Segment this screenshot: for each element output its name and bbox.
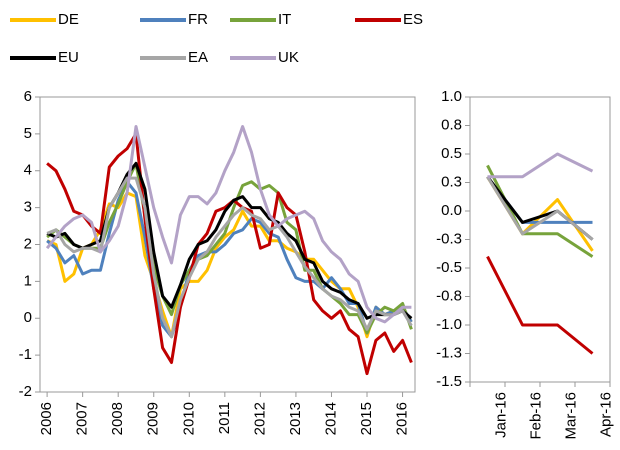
x-tick-label: 2010 [180,402,197,435]
y-tick-label: 0 [24,309,32,326]
y-tick-label: 1.0 [441,88,462,105]
y-tick-label: -1.3 [436,344,462,361]
x-tick-label: Apr-16 [597,392,614,437]
x-tick-label: 2015 [358,402,375,435]
series-line [487,152,594,179]
series-line [46,176,413,339]
y-tick-label: -1.0 [436,316,462,333]
series-line [45,125,412,324]
x-tick-label: 2016 [394,402,411,435]
y-tick-label: 5 [24,125,32,142]
legend-label: ES [403,11,423,28]
y-tick-label: 6 [24,88,32,105]
series-line [46,132,413,376]
legend-label: EA [188,49,208,66]
x-tick-label: 2011 [216,402,233,434]
x-tick-label: 2013 [287,402,304,435]
series-line [486,176,594,241]
legend-label: FR [188,11,208,28]
y-tick-label: -2 [19,383,32,400]
series-line [486,164,594,258]
y-tick-label: -0.8 [436,287,462,304]
plot-frame [469,96,611,383]
y-tick-label: 0.8 [441,116,462,133]
series-line [486,176,594,252]
legend-label: IT [278,11,291,28]
y-tick-label: 2 [24,235,32,252]
legend-label: DE [58,11,79,28]
x-tick-label: Mar-16 [562,392,579,440]
x-tick-label: 2007 [74,402,91,435]
y-tick-label: 4 [24,162,32,179]
y-tick-label: -1.5 [436,373,462,390]
x-tick-label: Jan-16 [492,392,509,438]
plot-frame [39,96,416,393]
x-tick-label: 2008 [109,402,126,435]
series-line [486,255,594,355]
x-tick-label: Feb-16 [527,392,544,440]
y-tick-label: -0.5 [436,259,462,276]
y-tick-label: 1 [24,272,32,289]
x-tick-label: 2009 [145,402,162,435]
y-tick-label: -1 [19,346,32,363]
x-tick-label: 2012 [251,402,268,435]
x-tick-label: 2006 [38,402,55,435]
y-tick-label: 0.5 [441,145,462,162]
y-tick-label: -0.3 [436,230,462,247]
y-tick-label: 0.0 [441,202,462,219]
legend-label: UK [278,49,299,66]
series-line [46,180,413,339]
legend-label: EU [58,49,79,66]
y-tick-label: 0.3 [441,173,462,190]
y-tick-label: 3 [24,199,32,216]
x-tick-label: 2014 [322,402,339,435]
